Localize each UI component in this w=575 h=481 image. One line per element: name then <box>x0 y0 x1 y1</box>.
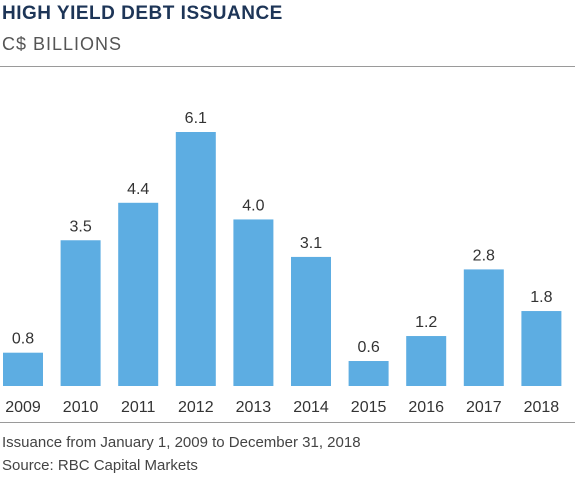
value-label-2015: 0.6 <box>357 339 379 356</box>
bar-chart: 0.8 2009 3.5 2010 4.4 2011 6.1 2012 4.0 2013 3.1 20… <box>3 110 562 416</box>
x-tick-2017: 2017 <box>466 399 502 416</box>
chart-title: HIGH YIELD DEBT ISSUANCE <box>2 3 283 24</box>
bar-2012 <box>175 132 216 386</box>
x-tick-2013: 2013 <box>236 399 272 416</box>
footnote: Issuance from January 1, 2009 to Decembe… <box>2 434 361 451</box>
value-label-2011: 4.4 <box>127 181 149 198</box>
x-tick-2015: 2015 <box>351 399 387 416</box>
bar-2016 <box>406 336 447 386</box>
bar-2015 <box>348 361 389 386</box>
source-note: Source: RBC Capital Markets <box>2 457 198 474</box>
bar-2009 <box>3 352 43 386</box>
chart-subtitle: C$ BILLIONS <box>2 34 123 54</box>
value-label-2010: 3.5 <box>69 218 91 235</box>
x-tick-2012: 2012 <box>178 399 214 416</box>
value-label-2016: 1.2 <box>415 314 437 331</box>
x-tick-2011: 2011 <box>121 399 156 416</box>
bar-2017 <box>463 269 504 386</box>
value-label-2014: 3.1 <box>300 235 322 252</box>
bar-2010 <box>60 240 101 386</box>
bar-2014 <box>291 256 331 386</box>
top-divider <box>0 66 575 67</box>
bar-2011 <box>118 202 159 386</box>
x-tick-2009: 2009 <box>5 399 41 416</box>
bar-2013 <box>233 219 274 386</box>
bottom-divider <box>0 422 575 423</box>
value-label-2013: 4.0 <box>242 197 264 214</box>
value-label-2017: 2.8 <box>473 247 495 264</box>
value-label-2009: 0.8 <box>12 331 34 348</box>
x-tick-2018: 2018 <box>524 399 560 416</box>
x-tick-2010: 2010 <box>63 399 99 416</box>
value-label-2018: 1.8 <box>530 289 552 306</box>
x-tick-2014: 2014 <box>293 399 329 416</box>
bar-2018 <box>521 311 562 386</box>
x-tick-2016: 2016 <box>408 399 444 416</box>
value-label-2012: 6.1 <box>185 110 207 127</box>
